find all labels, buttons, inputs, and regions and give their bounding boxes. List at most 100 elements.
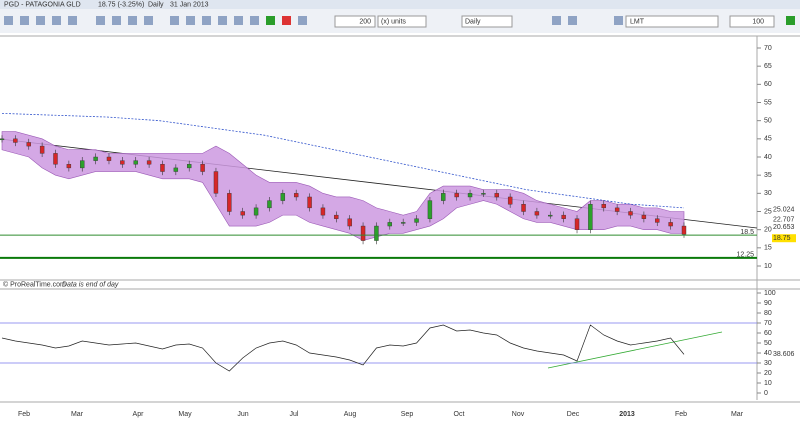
period: Daily: [148, 1, 164, 8]
interval-select[interactable]: [461, 15, 513, 28]
candle: [601, 204, 606, 209]
y-tick-label: 80: [764, 310, 772, 317]
icon[interactable]: [112, 16, 121, 25]
icon[interactable]: [552, 16, 561, 25]
units: (x) units: [381, 18, 406, 25]
candle: [187, 164, 192, 169]
candle: [253, 207, 259, 216]
candle: [334, 214, 339, 219]
y-tick-label: 60: [764, 330, 772, 337]
candle: [507, 196, 513, 205]
icon[interactable]: [250, 16, 259, 25]
icon[interactable]: [218, 16, 227, 25]
price-label: 22.707: [773, 217, 795, 224]
icon[interactable]: [144, 16, 153, 25]
candle: [548, 214, 553, 217]
toolbar-icons: [4, 16, 795, 25]
candle: [467, 193, 473, 198]
y-tick-label: 40: [764, 154, 772, 161]
icon[interactable]: [36, 16, 45, 25]
y-tick-label: 0: [764, 390, 768, 397]
candle: [414, 218, 419, 223]
icon[interactable]: [68, 16, 77, 25]
candle: [0, 138, 5, 141]
icon[interactable]: [186, 16, 195, 25]
icon[interactable]: [52, 16, 61, 25]
rsi-label-box: [772, 350, 796, 359]
x-tick-label: Apr: [133, 411, 145, 418]
candle: [387, 222, 393, 227]
y-tick-label: 25: [764, 208, 772, 215]
candle: [160, 164, 165, 172]
sell-icon[interactable]: [282, 16, 291, 25]
level-label: 18.5: [740, 229, 754, 236]
icon[interactable]: [568, 16, 577, 25]
candle: [481, 193, 486, 195]
y-tick-label: 70: [764, 320, 772, 327]
x-tick-label: Jun: [237, 411, 248, 418]
candle: [668, 222, 673, 227]
candle: [307, 196, 312, 209]
icon[interactable]: [202, 16, 211, 25]
icon[interactable]: [614, 16, 623, 25]
candle: [360, 225, 366, 241]
source: © ProRealTime.com: [3, 280, 66, 288]
note: Data is end of day: [62, 281, 119, 288]
candle: [521, 204, 526, 212]
candle: [26, 142, 31, 147]
price-label: 18.75: [773, 235, 791, 242]
y-tick-label: 50: [764, 118, 772, 125]
candle: [200, 164, 205, 172]
icon[interactable]: [128, 16, 137, 25]
x-tick-label: Aug: [344, 411, 357, 418]
buy-icon[interactable]: [266, 16, 275, 25]
units-input[interactable]: [334, 15, 376, 28]
candle: [293, 193, 299, 198]
quantity: 100: [752, 18, 764, 25]
order-type-select[interactable]: [625, 15, 719, 28]
icon[interactable]: [170, 16, 179, 25]
y-tick-label: 40: [764, 350, 772, 357]
candle: [120, 160, 125, 165]
price-label-box: [772, 205, 796, 214]
icon[interactable]: [20, 16, 29, 25]
date: 31 Jan 2013: [170, 1, 209, 8]
x-tick-label: Nov: [512, 411, 525, 418]
candle: [641, 214, 647, 219]
x-tick-label: May: [178, 411, 192, 418]
candle: [655, 218, 660, 223]
candle: [146, 160, 152, 165]
icon[interactable]: [298, 16, 307, 25]
candle: [454, 193, 459, 198]
rsi-trend-line: [547, 331, 723, 369]
units-select[interactable]: [377, 15, 427, 28]
moving-average: [1, 113, 685, 209]
x-tick-label: 2013: [619, 411, 635, 418]
y-tick-label: 15: [764, 245, 772, 252]
candle: [106, 156, 112, 161]
last-price: 18.75 (-3.25%): [98, 1, 144, 8]
icon[interactable]: [4, 16, 13, 25]
y-tick-label: 100: [764, 290, 776, 297]
y-tick-label: 60: [764, 81, 772, 88]
icon[interactable]: [96, 16, 105, 25]
x-tick-label: Mar: [731, 411, 744, 418]
candle: [173, 167, 179, 172]
candle: [280, 193, 286, 201]
quantity-input[interactable]: [729, 15, 775, 28]
icon[interactable]: [786, 16, 795, 25]
x-tick-label: Oct: [454, 411, 465, 418]
candle: [614, 207, 620, 212]
icon[interactable]: [234, 16, 243, 25]
x-tick-label: Mar: [71, 411, 84, 418]
y-tick-label: 90: [764, 300, 772, 307]
candle: [267, 200, 272, 209]
title-bar: [0, 0, 800, 9]
candle: [240, 211, 245, 216]
candle: [494, 193, 499, 198]
candle: [66, 164, 72, 169]
candle: [441, 193, 446, 201]
y-tick-label: 30: [764, 360, 772, 367]
candle: [80, 160, 85, 169]
y-tick-label: 30: [764, 190, 772, 197]
